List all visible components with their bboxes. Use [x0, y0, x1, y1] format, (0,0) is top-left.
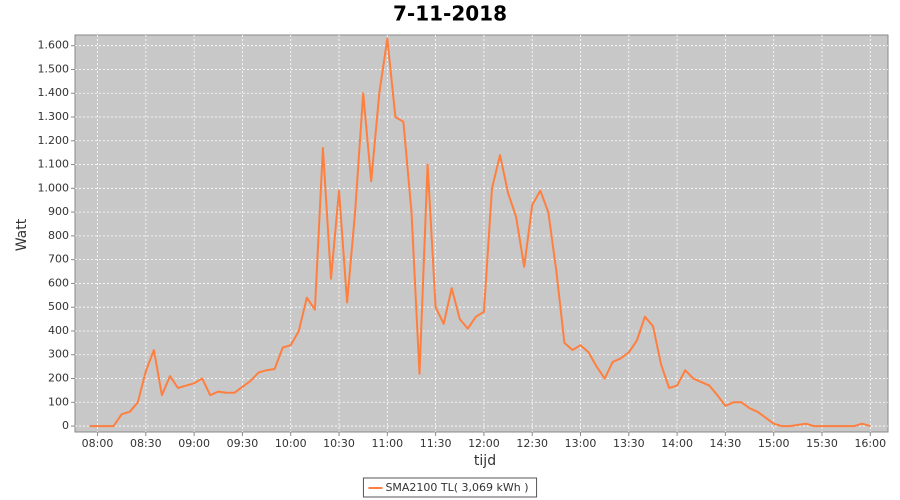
y-tick-label: 1.300	[38, 110, 70, 123]
y-tick-label: 1.500	[38, 62, 70, 75]
y-tick-label: 1.200	[38, 134, 70, 147]
legend: SMA2100 TL( 3,069 kWh )	[362, 477, 538, 498]
y-tick-label: 1.000	[38, 181, 70, 194]
x-tick-label: 09:30	[227, 437, 259, 450]
x-tick-label: 08:30	[130, 437, 162, 450]
x-tick-label: 15:00	[758, 437, 790, 450]
y-tick-label: 1.100	[38, 158, 70, 171]
x-tick-label: 15:30	[806, 437, 838, 450]
y-tick-label: 0	[62, 419, 69, 432]
plot-area	[74, 34, 889, 433]
x-tick-label: 14:30	[710, 437, 742, 450]
y-tick-label: 100	[48, 395, 69, 408]
x-tick-label: 12:30	[516, 437, 548, 450]
x-tick-label: 16:00	[854, 437, 886, 450]
chart-title: 7-11-2018	[393, 2, 507, 26]
y-tick-label: 900	[48, 205, 69, 218]
x-tick-label: 13:30	[613, 437, 645, 450]
x-tick-label: 14:00	[661, 437, 693, 450]
y-tick-label: 300	[48, 348, 69, 361]
y-tick-label: 200	[48, 372, 69, 385]
x-tick-label: 11:00	[371, 437, 403, 450]
x-tick-label: 10:30	[323, 437, 355, 450]
y-tick-label: 400	[48, 324, 69, 337]
y-tick-label: 1.600	[38, 39, 70, 52]
y-tick-label: 1.400	[38, 86, 70, 99]
x-tick-label: 11:30	[420, 437, 452, 450]
x-tick-label: 09:00	[178, 437, 210, 450]
y-tick-label: 700	[48, 253, 69, 266]
series-line	[89, 37, 871, 428]
y-tick-label: 800	[48, 229, 69, 242]
legend-label: SMA2100 TL( 3,069 kWh )	[385, 481, 528, 494]
x-tick-label: 08:00	[82, 437, 114, 450]
y-axis-label: Watt	[14, 218, 30, 251]
x-axis-label: tijd	[474, 453, 496, 469]
x-tick-label: 10:00	[275, 437, 307, 450]
x-tick-label: 13:00	[565, 437, 597, 450]
legend-box	[362, 477, 538, 498]
y-tick-label: 600	[48, 276, 69, 289]
y-tick-label: 500	[48, 300, 69, 313]
x-tick-label: 12:00	[468, 437, 500, 450]
